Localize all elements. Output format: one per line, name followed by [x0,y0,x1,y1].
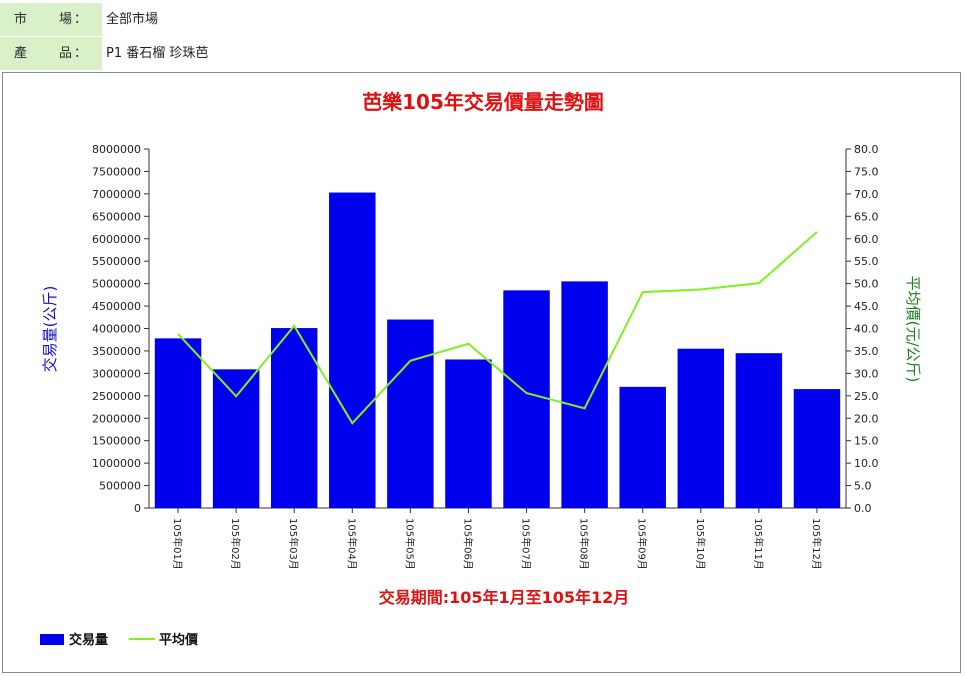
legend-volume-swatch [40,634,64,645]
y-tick-label: 1000000 [92,457,141,470]
volume-bar [735,353,783,508]
y2-tick-label: 40.0 [854,323,879,336]
product-label: 產 品： [0,37,102,70]
price-series-line [177,231,818,425]
x-tick-label: 105年03月 [287,518,300,570]
x-tick-label: 105年09月 [636,518,649,570]
y2-tick-label: 0.0 [854,502,872,515]
chart-legend: 交易量 平均價 [40,632,199,648]
y-tick-label: 6000000 [92,233,141,246]
y2-tick-label: 30.0 [854,367,879,380]
y2-tick-label: 70.0 [854,188,879,201]
chart-axes: 0 500000 1000000 1500000 2000000 2500000 30000… [92,143,879,515]
x-tick-labels: 105年01月 105年02月 105年03月 105年04月 105年05月 105年0… [171,508,823,570]
y-tick-label: 1500000 [92,435,141,448]
y2-tick-label: 50.0 [854,278,879,291]
x-tick-label: 105年06月 [461,518,474,570]
x-tick-label: 105年08月 [578,518,591,570]
x-tick-label: 105年07月 [520,518,533,570]
market-row: 市 場： 全部市場 [0,3,965,36]
volume-bar [212,369,260,508]
y-tick-label: 2500000 [92,390,141,403]
y-tick-label: 0 [134,502,141,515]
y-tick-label: 500000 [99,480,141,493]
x-tick-label: 105年02月 [229,518,242,570]
volume-bar [793,389,841,508]
volume-bar [561,281,608,508]
y-tick-label: 7000000 [92,188,141,201]
volume-bar [677,348,725,508]
y-tick-label: 5500000 [92,255,141,268]
chart-frame: 芭樂105年交易價量走勢圖 0 500000 1000000 1500000 20000… [2,72,961,673]
x-tick-label: 105年04月 [345,518,358,570]
volume-bar [503,290,550,508]
chart-title: 芭樂105年交易價量走勢圖 [362,90,604,114]
legend-price-label: 平均價 [159,632,199,648]
y2-tick-label: 35.0 [854,345,879,358]
y-tick-label: 7500000 [92,165,141,178]
volume-bar [154,338,202,508]
product-value: P1 番石榴 珍珠芭 [106,46,209,61]
volume-bar [329,192,376,508]
x-tick-label: 105年01月 [171,518,184,570]
x-tick-label: 105年10月 [694,518,707,570]
price-volume-chart: 芭樂105年交易價量走勢圖 0 500000 1000000 1500000 20000… [40,90,922,648]
legend-volume-label: 交易量 [69,632,108,648]
y-tick-label: 4000000 [92,323,141,336]
y-tick-label: 2000000 [92,412,141,425]
y2-tick-label: 75.0 [854,165,879,178]
y2-tick-label: 65.0 [854,210,879,223]
price-line [177,231,818,425]
y2-tick-label: 80.0 [854,143,879,156]
y2-tick-label: 20.0 [854,412,879,425]
y2-tick-label: 15.0 [854,435,879,448]
product-row: 產 品： P1 番石榴 珍珠芭 [0,37,965,70]
y-tick-label: 3000000 [92,367,141,380]
y2-tick-label: 45.0 [854,300,879,313]
x-tick-label: 105年05月 [403,518,416,570]
x-axis-label: 交易期間:105年1月至105年12月 [379,588,630,607]
volume-bar [270,328,318,508]
y-tick-label: 6500000 [92,210,141,223]
y-tick-label: 5000000 [92,278,141,291]
x-tick-label: 105年11月 [752,518,765,570]
x-tick-label: 105年12月 [810,518,823,570]
volume-bar [619,386,666,508]
volume-bars [154,192,841,508]
y2-tick-label: 25.0 [854,390,879,403]
volume-bar [445,359,492,508]
y2-tick-label: 60.0 [854,233,879,246]
market-label: 市 場： [0,3,102,36]
y-tick-label: 3500000 [92,345,141,358]
market-value: 全部市場 [106,12,159,27]
y-tick-label: 8000000 [92,143,141,156]
y2-tick-label: 5.0 [854,480,872,493]
y2-axis-label: 平均價(元/公斤) [904,276,922,383]
y2-tick-label: 10.0 [854,457,879,470]
volume-bar [387,319,434,508]
y-axis-label: 交易量(公斤) [41,286,59,373]
y-tick-label: 4500000 [92,300,141,313]
y2-tick-label: 55.0 [854,255,879,268]
